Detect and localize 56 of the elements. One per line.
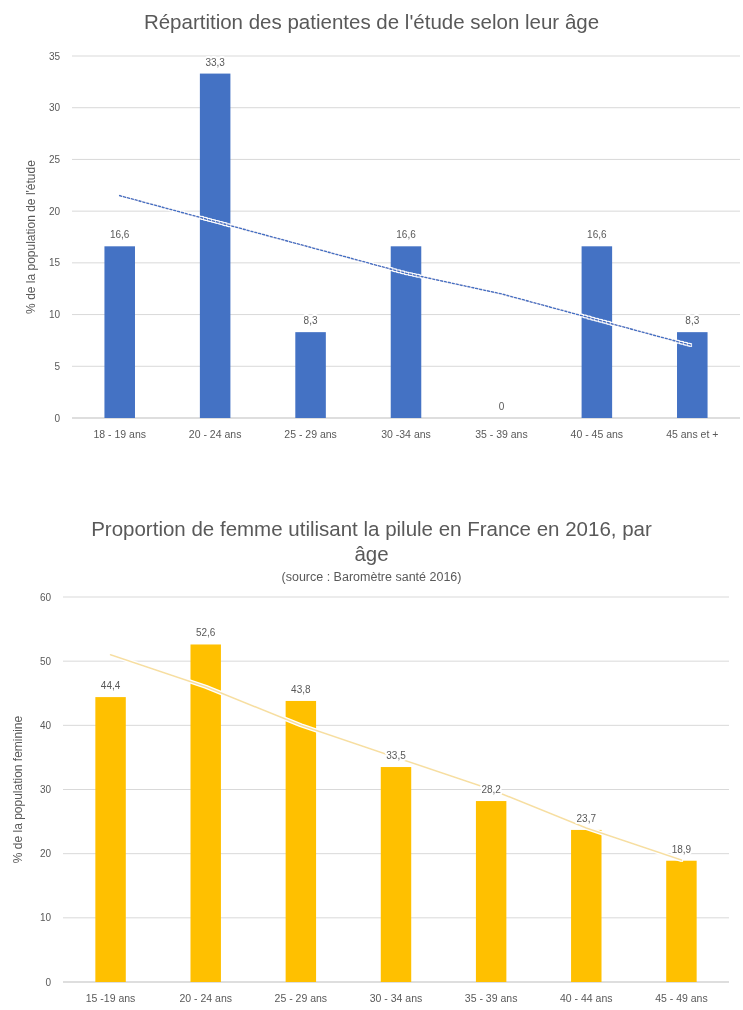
data-label: 52,6 xyxy=(195,627,216,639)
chart-title: Proportion de femme utilisant la pilule en France en 2016, par âge xyxy=(91,517,652,565)
x-tick-label: 25 - 29 ans xyxy=(284,428,337,440)
x-tick-label: 45 ans et + xyxy=(666,428,719,440)
x-tick-label: 35 - 39 ans xyxy=(475,428,528,440)
data-label: 8,3 xyxy=(303,315,318,327)
data-label: 33,3 xyxy=(205,56,226,68)
y-tick-label: 40 xyxy=(39,719,52,731)
y-tick-label: 60 xyxy=(39,591,52,603)
bar xyxy=(380,767,412,982)
y-tick-label: 35 xyxy=(48,50,61,62)
data-label: 8,3 xyxy=(685,315,700,327)
y-axis-title: % de la population feminine xyxy=(11,715,25,864)
y-tick-label: 20 xyxy=(48,205,61,217)
bar xyxy=(571,829,602,982)
data-label: 0 xyxy=(498,401,505,412)
x-tick-label: 30 -34 ans xyxy=(381,428,431,440)
y-tick-label: 30 xyxy=(48,102,61,114)
y-tick-label: 5 xyxy=(54,360,61,372)
y-tick-label: 10 xyxy=(48,309,61,321)
x-tick-label: 20 - 24 ans xyxy=(188,428,242,440)
y-tick-label: 0 xyxy=(54,412,61,424)
bar xyxy=(475,801,507,982)
x-tick-label: 25 - 29 ans xyxy=(274,992,328,1004)
data-label: 16,6 xyxy=(109,229,130,241)
data-label: 33,5 xyxy=(386,750,407,762)
y-tick-label: 30 xyxy=(39,784,52,795)
y-tick-label: 0 xyxy=(45,976,52,988)
x-tick-label: 18 - 19 ans xyxy=(93,428,146,440)
y-tick-label: 15 xyxy=(48,257,61,269)
x-tick-label: 35 - 39 ans xyxy=(464,992,518,1004)
bar xyxy=(666,860,697,982)
y-axis-title: % de la population de l'étude xyxy=(24,159,38,314)
y-tick-label: 20 xyxy=(39,848,52,860)
chart-subtitle: (source : Baromètre santé 2016) xyxy=(281,570,462,584)
x-tick-label: 40 - 44 ans xyxy=(560,992,613,1004)
bar xyxy=(190,644,221,982)
x-tick-label: 45 - 49 ans xyxy=(655,992,708,1004)
data-label: 16,6 xyxy=(396,229,417,241)
y-tick-label: 25 xyxy=(48,153,61,165)
data-label: 43,8 xyxy=(291,683,312,695)
bar xyxy=(295,332,326,418)
x-tick-label: 15 -19 ans xyxy=(85,992,136,1004)
x-tick-label: 30 - 34 ans xyxy=(369,992,423,1004)
data-label: 18,9 xyxy=(671,843,692,855)
bar xyxy=(104,246,135,418)
bar xyxy=(285,700,317,982)
x-tick-label: 40 - 45 ans xyxy=(570,428,624,440)
chart-title: Répartition des patientes de l'étude selon leur âge xyxy=(143,10,600,33)
x-tick-label: 20 - 24 ans xyxy=(179,992,232,1004)
data-label: 23,7 xyxy=(576,812,597,824)
bar xyxy=(95,697,126,982)
y-tick-label: 50 xyxy=(39,655,52,667)
data-label: 16,6 xyxy=(587,229,608,241)
data-label: 44,4 xyxy=(100,680,121,692)
y-tick-label: 10 xyxy=(39,912,52,924)
